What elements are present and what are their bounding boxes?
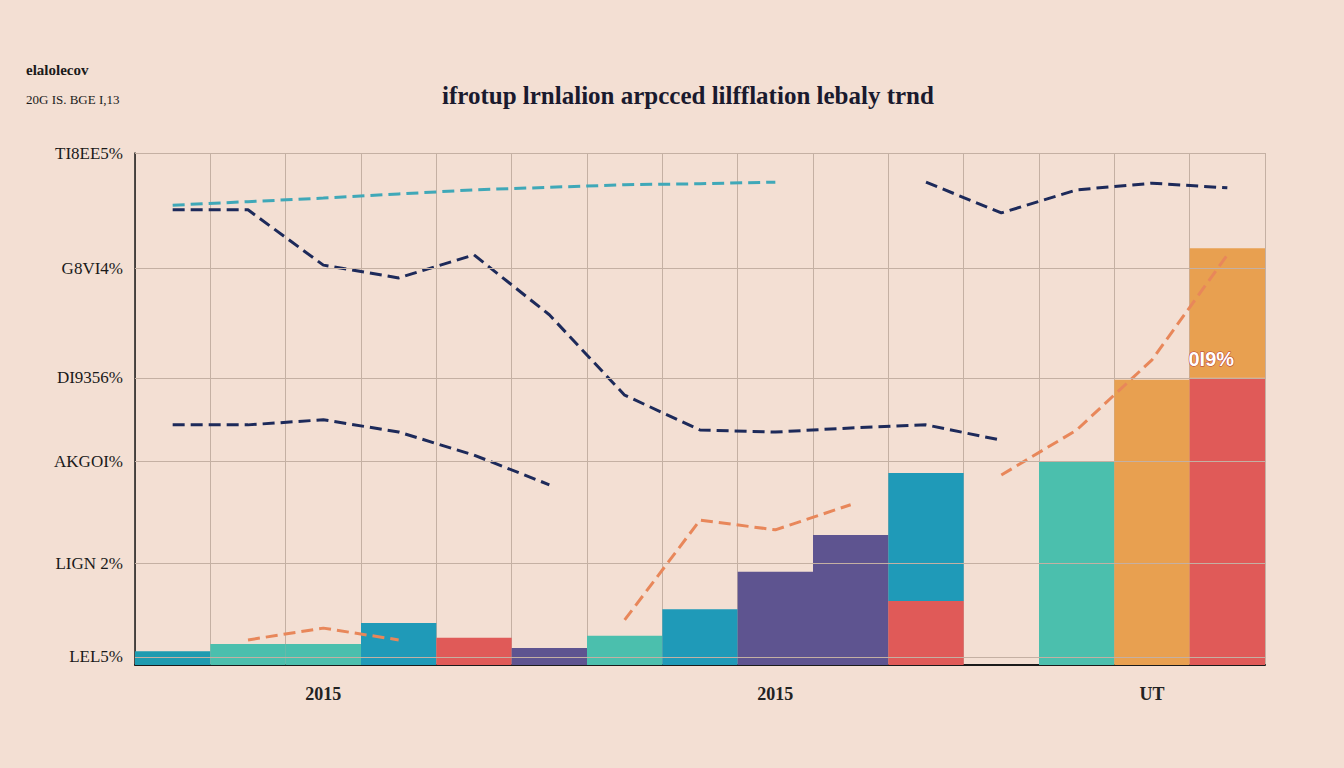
- svg-text:DI9356%: DI9356%: [57, 368, 123, 387]
- svg-text:AKGOI%: AKGOI%: [54, 452, 123, 471]
- svg-text:elalolecov: elalolecov: [26, 62, 89, 78]
- svg-text:2015: 2015: [757, 684, 793, 704]
- svg-text:0I9%: 0I9%: [1189, 348, 1235, 370]
- svg-text:20G IS. BGE I,13: 20G IS. BGE I,13: [26, 92, 120, 107]
- svg-text:UT: UT: [1139, 684, 1164, 704]
- svg-text:2015: 2015: [305, 684, 341, 704]
- svg-text:TI8EE5%: TI8EE5%: [55, 144, 123, 163]
- svg-text:LIGN 2%: LIGN 2%: [55, 554, 123, 573]
- svg-text:LEL5%: LEL5%: [69, 647, 123, 666]
- svg-text:ifrotup lrnlalion arpcced lilf: ifrotup lrnlalion arpcced lilfflation le…: [442, 82, 934, 109]
- svg-text:G8VI4%: G8VI4%: [62, 259, 123, 278]
